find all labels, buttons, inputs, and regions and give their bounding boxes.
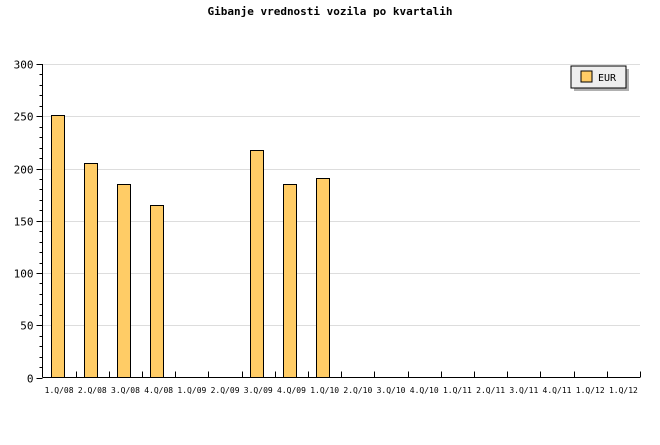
grid: [42, 64, 640, 326]
x-tick-label: 1.Q/12: [609, 386, 638, 395]
bar: [51, 115, 65, 378]
x-tick-label: 2.Q/08: [78, 386, 107, 395]
legend: EUR: [570, 65, 629, 91]
y-tick-label: 100: [14, 268, 34, 281]
x-tick-label: 2.Q/10: [343, 386, 372, 395]
x-tick-label: 1.Q/12: [576, 386, 605, 395]
bars: [51, 115, 330, 378]
bar: [117, 184, 131, 378]
x-tick-label: 1.Q/09: [177, 386, 206, 395]
y-tick-label: 300: [14, 59, 34, 72]
x-tick-label: 1.Q/08: [45, 386, 74, 395]
y-tick-label: 250: [14, 111, 34, 124]
bar: [316, 178, 330, 378]
x-tick-label: 3.Q/11: [509, 386, 538, 395]
bar: [150, 205, 164, 378]
chart-title: Gibanje vrednosti vozila po kvartalih: [207, 5, 452, 18]
x-tick-label: 4.Q/08: [144, 386, 173, 395]
y-tick-label: 0: [27, 373, 34, 386]
axes: 0 50 100 150 200 250 300 1.Q/08 2.Q/08 3.Q/08 4.Q/…: [14, 59, 641, 395]
bar: [84, 163, 98, 378]
x-tick-label: 4.Q/09: [277, 386, 306, 395]
legend-swatch: [580, 70, 593, 83]
x-tick-label: 2.Q/11: [476, 386, 505, 395]
bar: [250, 150, 264, 378]
x-tick-label: 1.Q/10: [310, 386, 339, 395]
y-tick-label: 200: [14, 164, 34, 177]
x-tick-label: 3.Q/10: [377, 386, 406, 395]
bar: [283, 184, 297, 378]
y-tick-label: 50: [20, 320, 33, 333]
x-tick-label: 1.Q/11: [443, 386, 472, 395]
x-tick-label: 4.Q/11: [543, 386, 572, 395]
legend-label: EUR: [598, 73, 617, 84]
x-tick-label: 3.Q/09: [244, 386, 273, 395]
x-tick-label: 4.Q/10: [410, 386, 439, 395]
x-tick-label: 3.Q/08: [111, 386, 140, 395]
x-tick-label: 2.Q/09: [211, 386, 240, 395]
y-tick-label: 150: [14, 216, 34, 229]
